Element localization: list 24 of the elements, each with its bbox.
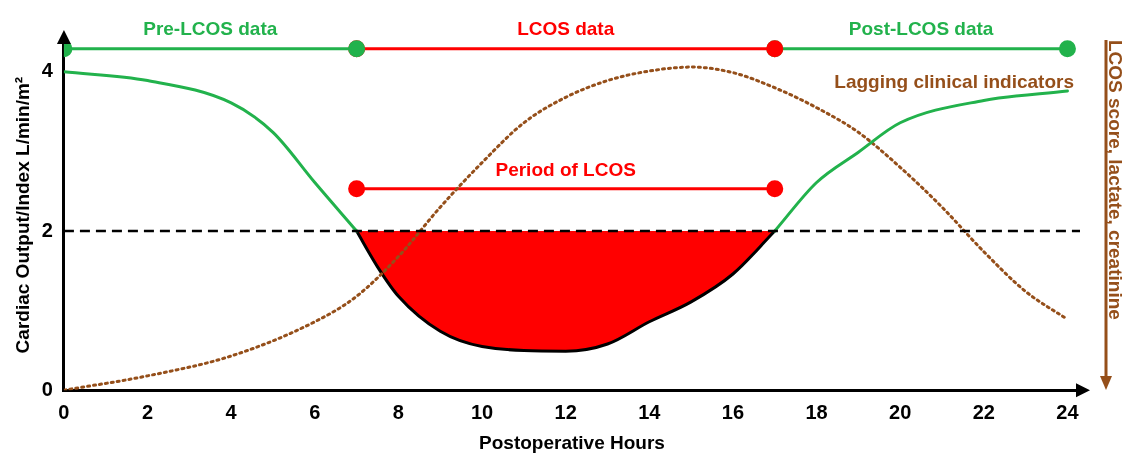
series-label: Pre-LCOS data [143, 18, 278, 40]
series-label: Period of LCOS [495, 158, 636, 180]
x-tick-label: 16 [721, 400, 745, 423]
y-tick-label: 0 [41, 377, 53, 400]
x-tick-label: 14 [638, 400, 662, 423]
x-tick-label: 8 [392, 400, 404, 423]
x-tick-label: 2 [141, 400, 154, 423]
y-tick-label: 2 [41, 218, 53, 241]
x-tick-label: 12 [554, 400, 577, 423]
y-tick-label: 4 [41, 59, 54, 82]
x-axis-title: Postoperative Hours [479, 431, 665, 453]
series-label: Lagging clinical indicators [834, 70, 1074, 92]
y-axis-title: Cardiac Output/Index L/min/m² [11, 76, 33, 354]
x-tick-label: 22 [972, 400, 995, 423]
x-tick-label: 20 [889, 400, 912, 423]
series-label: Post-LCOS data [848, 18, 994, 40]
x-tick-label: 0 [58, 400, 70, 423]
x-tick-label: 24 [1056, 400, 1080, 423]
x-tick-label: 4 [225, 400, 238, 423]
x-tick-label: 10 [470, 400, 494, 423]
series-label: LCOS data [517, 18, 615, 40]
y2-axis-title: LCOS score, lactate, creatinine [1104, 40, 1127, 320]
x-tick-label: 18 [805, 400, 828, 423]
x-tick-label: 6 [309, 400, 321, 423]
